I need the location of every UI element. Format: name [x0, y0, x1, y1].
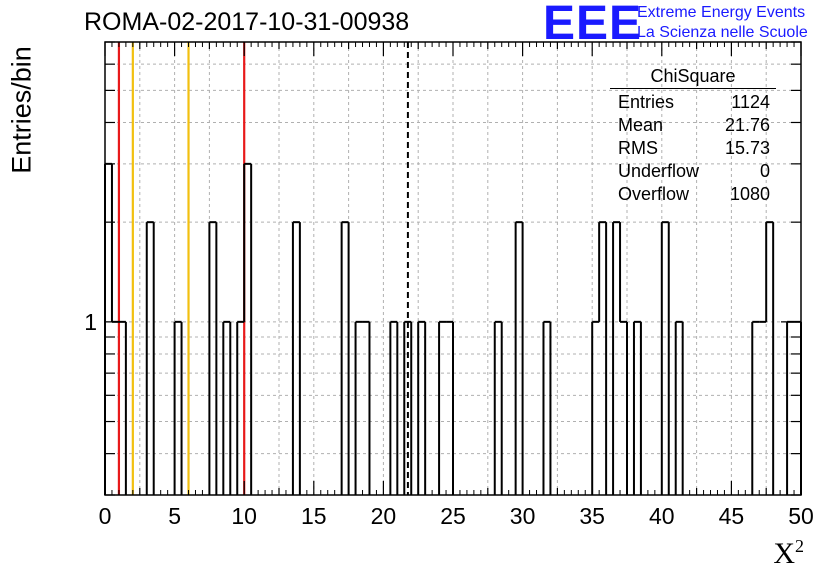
x-axis-label: X2	[773, 536, 804, 570]
y-tick-label: 1	[84, 309, 97, 335]
stats-box: ChiSquare Entries 1124 Mean 21.76 RMS 15.73 Un…	[610, 66, 776, 206]
x-tick-label: 10	[231, 503, 257, 529]
x-tick-label: 5	[168, 503, 181, 529]
stats-row: Overflow 1080	[610, 183, 776, 206]
stats-row: Mean 21.76	[610, 114, 776, 137]
x-tick-label: 30	[510, 503, 536, 529]
stats-title: ChiSquare	[610, 66, 776, 89]
x-tick-label: 20	[371, 503, 397, 529]
stats-value: 21.76	[724, 115, 770, 135]
stats-value: 1080	[729, 184, 770, 204]
x-tick-label: 40	[649, 503, 675, 529]
logo-line-1: Extreme Energy Events	[637, 4, 806, 21]
axis-ticks: 0 5 10 15 20 25 30 35 40 45 50 1	[84, 41, 814, 529]
x-tick-label: 35	[579, 503, 605, 529]
eee-logo: EEE	[543, 0, 643, 50]
stats-label: Mean	[618, 115, 664, 135]
x-tick-label: 45	[719, 503, 745, 529]
stats-label: Underflow	[618, 161, 700, 181]
x-tick-label: 0	[99, 503, 112, 529]
stats-value: 15.73	[724, 138, 770, 158]
y-axis-label: Entries/bin	[6, 46, 37, 174]
stats-label: RMS	[618, 138, 658, 158]
chart-title: ROMA-02-2017-10-31-00938	[84, 8, 410, 36]
marker-lines	[117, 42, 409, 495]
stats-value: 0	[759, 161, 770, 181]
stats-value: 1124	[731, 92, 770, 112]
stats-row: Entries 1124	[610, 91, 776, 114]
stats-row: Underflow 0	[610, 160, 776, 183]
stats-row: RMS 15.73	[610, 137, 776, 160]
stats-label: Overflow	[618, 184, 690, 204]
x-tick-label: 15	[301, 503, 327, 529]
x-tick-label: 50	[788, 503, 814, 529]
x-tick-label: 25	[440, 503, 466, 529]
stats-label: Entries	[618, 92, 675, 112]
logo-line-2: La Scienza nelle Scuole	[637, 24, 808, 41]
